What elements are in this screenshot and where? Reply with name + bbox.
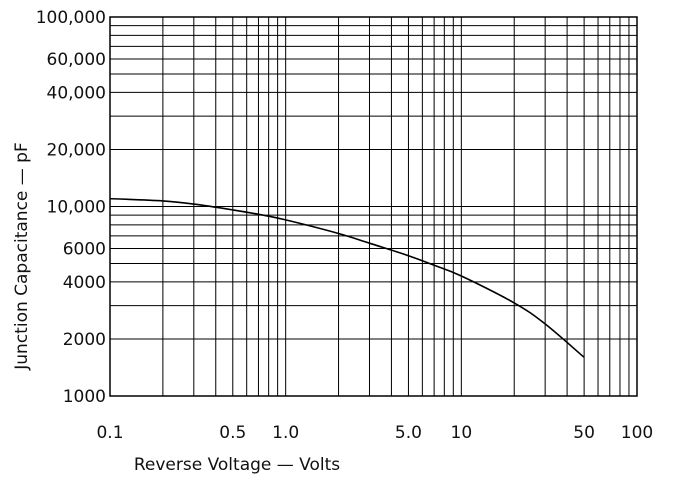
y-tick-label: 20,000 [47,140,106,160]
y-tick-label: 6000 [63,240,106,260]
y-tick-label: 4000 [63,273,106,293]
x-tick-label: 0.1 [96,423,123,443]
x-tick-label: 0.5 [219,423,246,443]
x-tick-label: 1.0 [272,423,299,443]
x-tick-label: 50 [573,423,595,443]
y-tick-labels: 100,000 60,000 40,000 20,000 10,000 6000 4000 2… [36,8,106,407]
grid [109,16,638,397]
x-tick-label: 100 [621,423,653,443]
plot-frame [109,16,638,397]
x-tick-label: 5.0 [395,423,422,443]
x-tick-labels: 0.1 0.5 1.0 5.0 10 50 100 [96,423,653,443]
y-tick-label: 10,000 [47,198,106,218]
series-line [109,197,585,358]
y-tick-label: 40,000 [47,83,106,103]
y-tick-label: 2000 [63,330,106,350]
y-axis-label: Junction Capacitance — pF [12,142,32,370]
x-tick-label: 10 [451,423,473,443]
y-tick-label: 60,000 [47,50,106,70]
y-tick-label: 100,000 [36,8,106,28]
x-axis-label: Reverse Voltage — Volts [134,455,340,475]
y-tick-label: 1000 [63,387,106,407]
